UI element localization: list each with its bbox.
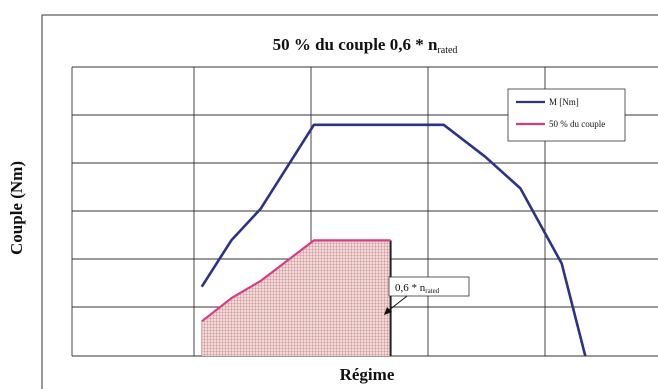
hatched-area bbox=[201, 240, 391, 356]
chart-title-subscript: rated bbox=[437, 45, 457, 56]
chart-title: 50 % du couple 0,6 * nrated bbox=[273, 35, 458, 56]
y-axis-label: Couple (Nm) bbox=[7, 161, 26, 255]
annotation-text: 0,6 * nrated bbox=[395, 282, 440, 295]
series-layer bbox=[200, 123, 587, 357]
legend-label-half-torque: 50 % du couple bbox=[549, 119, 605, 129]
hatched-area-layer bbox=[201, 240, 391, 356]
legend: M [Nm] 50 % du couple bbox=[507, 88, 626, 142]
series-line-m bbox=[200, 123, 587, 357]
annotation-subscript: rated bbox=[425, 287, 439, 295]
annotation-arrow-line bbox=[387, 295, 408, 312]
legend-label-m: M [Nm] bbox=[549, 97, 579, 107]
annotation-main: 0,6 * n bbox=[395, 282, 426, 294]
annotation-arrow-head bbox=[384, 307, 392, 315]
annotation-box bbox=[388, 276, 470, 297]
legend-box bbox=[507, 88, 626, 142]
x-axis-label: Régime bbox=[340, 365, 395, 384]
annotation-callout: 0,6 * nrated bbox=[384, 276, 470, 315]
chart-title-main: 50 % du couple 0,6 * n bbox=[273, 35, 438, 54]
series-line-half-torque bbox=[201, 239, 391, 323]
grid bbox=[71, 66, 658, 357]
